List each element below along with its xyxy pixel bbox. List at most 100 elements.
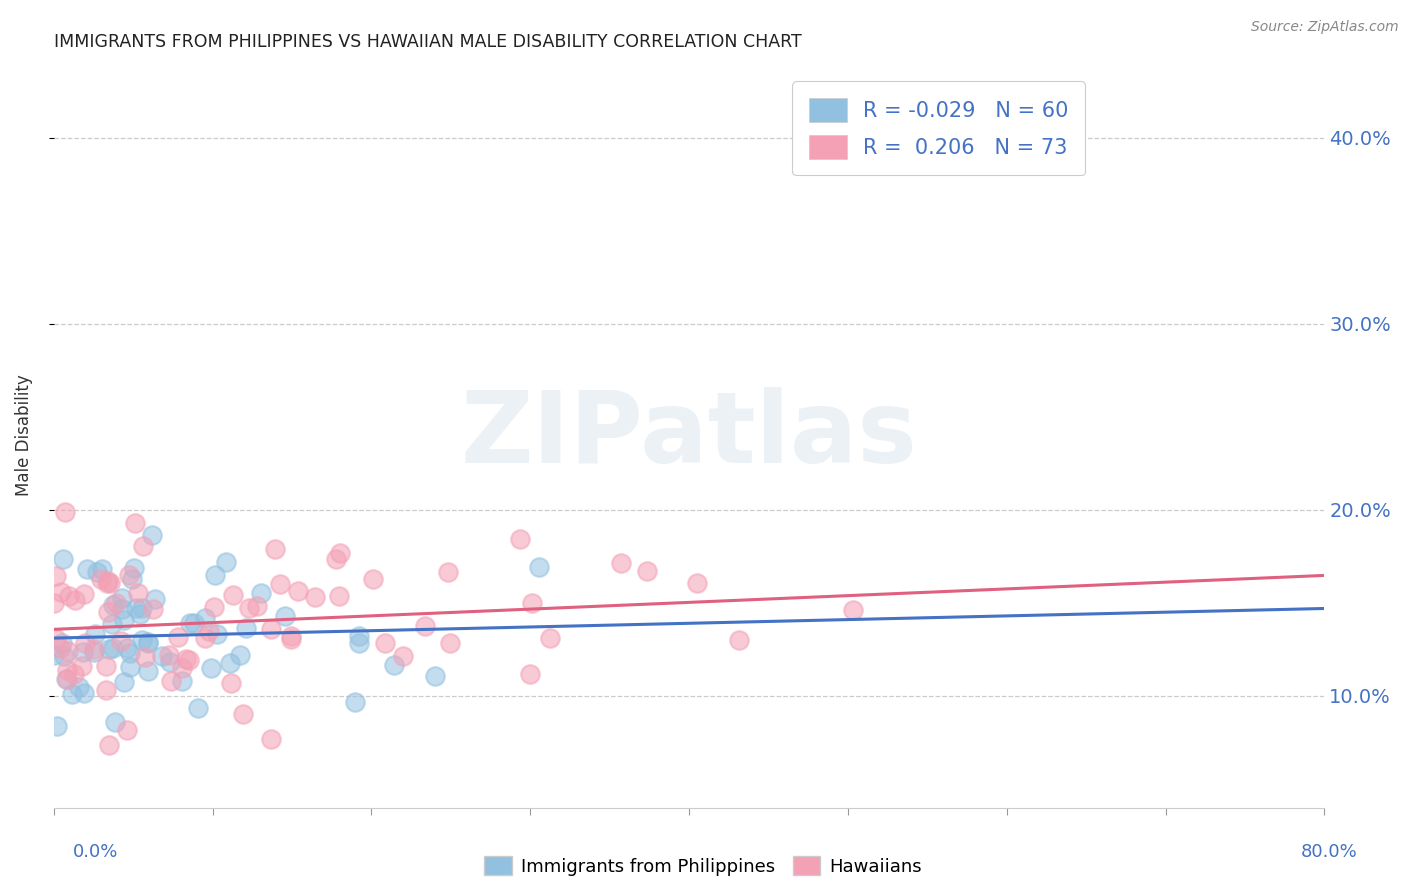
Point: [170, 673, 193, 688]
Point: [104, 714, 127, 729]
Point: [382, 658, 405, 673]
Point: [76, 562, 98, 576]
Point: [49, 641, 72, 656]
Point: [72, 645, 94, 659]
Point: [179, 616, 201, 631]
Point: [51, 635, 73, 649]
Point: [101, 640, 124, 655]
Point: [115, 723, 138, 738]
Point: [194, 611, 217, 625]
Point: [246, 599, 269, 614]
Legend: R = -0.029   N = 60, R =  0.206   N = 73: R = -0.029 N = 60, R = 0.206 N = 73: [793, 81, 1085, 176]
Point: [174, 651, 197, 665]
Point: [538, 632, 561, 646]
Point: [120, 660, 142, 674]
Point: [136, 636, 159, 650]
Point: [235, 621, 257, 635]
Point: [167, 630, 190, 644]
Point: [232, 706, 254, 721]
Point: [110, 601, 132, 615]
Point: [55, 673, 77, 687]
Point: [65, 593, 87, 607]
Point: [83, 626, 105, 640]
Legend: Immigrants from Philippines, Hawaiians: Immigrants from Philippines, Hawaiians: [477, 849, 929, 883]
Point: [62, 667, 84, 681]
Point: [260, 622, 283, 636]
Point: [44, 569, 66, 583]
Point: [98, 641, 121, 656]
Point: [361, 572, 384, 586]
Point: [122, 561, 145, 575]
Point: [520, 596, 543, 610]
Point: [127, 586, 149, 600]
Point: [374, 636, 396, 650]
Point: [96, 574, 118, 588]
Point: [125, 601, 148, 615]
Point: [238, 601, 260, 615]
Point: [96, 575, 118, 590]
Point: [98, 575, 121, 590]
Point: [60, 687, 83, 701]
Point: [83, 641, 105, 656]
Point: [325, 551, 347, 566]
Point: [636, 564, 658, 578]
Point: [136, 664, 159, 678]
Point: [187, 701, 209, 715]
Point: [439, 636, 461, 650]
Point: [100, 616, 122, 631]
Point: [67, 680, 90, 694]
Point: [115, 641, 138, 656]
Point: [52, 648, 75, 663]
Point: [53, 505, 76, 519]
Point: [183, 615, 205, 630]
Point: [98, 739, 121, 753]
Point: [287, 584, 309, 599]
Point: [280, 632, 302, 646]
Point: [202, 600, 225, 615]
Point: [343, 695, 366, 709]
Point: [200, 660, 222, 674]
Point: [391, 648, 413, 663]
Point: [132, 539, 155, 553]
Point: [58, 589, 80, 603]
Point: [117, 568, 139, 582]
Point: [260, 732, 283, 747]
Point: [423, 669, 446, 683]
Point: [131, 633, 153, 648]
Point: [249, 586, 271, 600]
Point: [70, 658, 93, 673]
Point: [42, 648, 65, 662]
Point: [90, 572, 112, 586]
Point: [274, 609, 297, 624]
Point: [49, 584, 72, 599]
Point: [110, 634, 132, 648]
Point: [97, 605, 120, 619]
Point: [73, 587, 96, 601]
Point: [329, 546, 352, 560]
Point: [194, 632, 217, 646]
Point: [328, 589, 350, 603]
Point: [42, 596, 65, 610]
Point: [94, 659, 117, 673]
Point: [52, 552, 75, 566]
Point: [131, 601, 153, 615]
Point: [219, 656, 242, 670]
Point: [112, 613, 135, 627]
Point: [728, 632, 751, 647]
Point: [58, 644, 80, 658]
Point: [179, 652, 201, 666]
Point: [114, 675, 136, 690]
Point: [159, 673, 181, 688]
Point: [73, 686, 96, 700]
Y-axis label: Male Disability: Male Disability: [15, 375, 32, 497]
Point: [83, 645, 105, 659]
Point: [413, 619, 436, 633]
Text: 80.0%: 80.0%: [1301, 843, 1357, 861]
Point: [111, 591, 134, 605]
Point: [101, 598, 124, 612]
Point: [214, 555, 236, 569]
Point: [263, 541, 285, 556]
Text: IMMIGRANTS FROM PHILIPPINES VS HAWAIIAN MALE DISABILITY CORRELATION CHART: IMMIGRANTS FROM PHILIPPINES VS HAWAIIAN …: [53, 33, 801, 51]
Point: [205, 627, 228, 641]
Point: [219, 675, 242, 690]
